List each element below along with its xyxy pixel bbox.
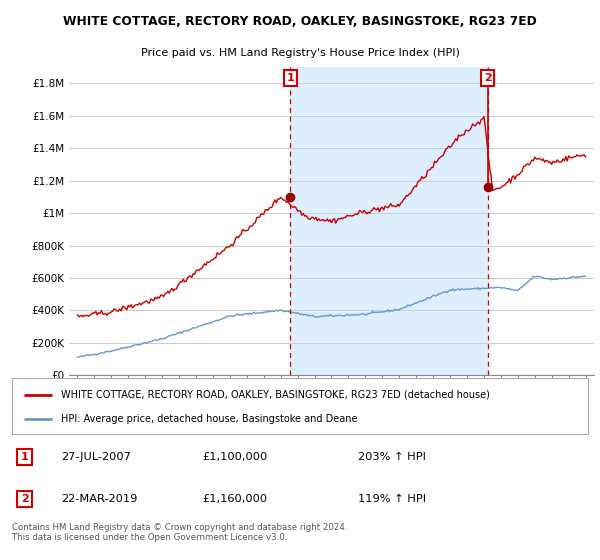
Text: Contains HM Land Registry data © Crown copyright and database right 2024.
This d: Contains HM Land Registry data © Crown c… bbox=[12, 523, 347, 542]
Text: 1: 1 bbox=[286, 73, 294, 83]
Text: 22-MAR-2019: 22-MAR-2019 bbox=[61, 494, 137, 504]
Text: 119% ↑ HPI: 119% ↑ HPI bbox=[358, 494, 426, 504]
Text: 2: 2 bbox=[20, 494, 28, 504]
Text: £1,100,000: £1,100,000 bbox=[202, 452, 268, 462]
FancyBboxPatch shape bbox=[12, 378, 588, 434]
Text: 203% ↑ HPI: 203% ↑ HPI bbox=[358, 452, 425, 462]
Bar bbox=[290, 67, 488, 375]
Text: HPI: Average price, detached house, Basingstoke and Deane: HPI: Average price, detached house, Basi… bbox=[61, 414, 358, 424]
Text: Price paid vs. HM Land Registry's House Price Index (HPI): Price paid vs. HM Land Registry's House … bbox=[140, 48, 460, 58]
Text: 27-JUL-2007: 27-JUL-2007 bbox=[61, 452, 131, 462]
Text: 1: 1 bbox=[20, 452, 28, 462]
Text: 2: 2 bbox=[484, 73, 491, 83]
Text: WHITE COTTAGE, RECTORY ROAD, OAKLEY, BASINGSTOKE, RG23 7ED: WHITE COTTAGE, RECTORY ROAD, OAKLEY, BAS… bbox=[63, 15, 537, 28]
Text: WHITE COTTAGE, RECTORY ROAD, OAKLEY, BASINGSTOKE, RG23 7ED (detached house): WHITE COTTAGE, RECTORY ROAD, OAKLEY, BAS… bbox=[61, 390, 490, 400]
Text: £1,160,000: £1,160,000 bbox=[202, 494, 267, 504]
